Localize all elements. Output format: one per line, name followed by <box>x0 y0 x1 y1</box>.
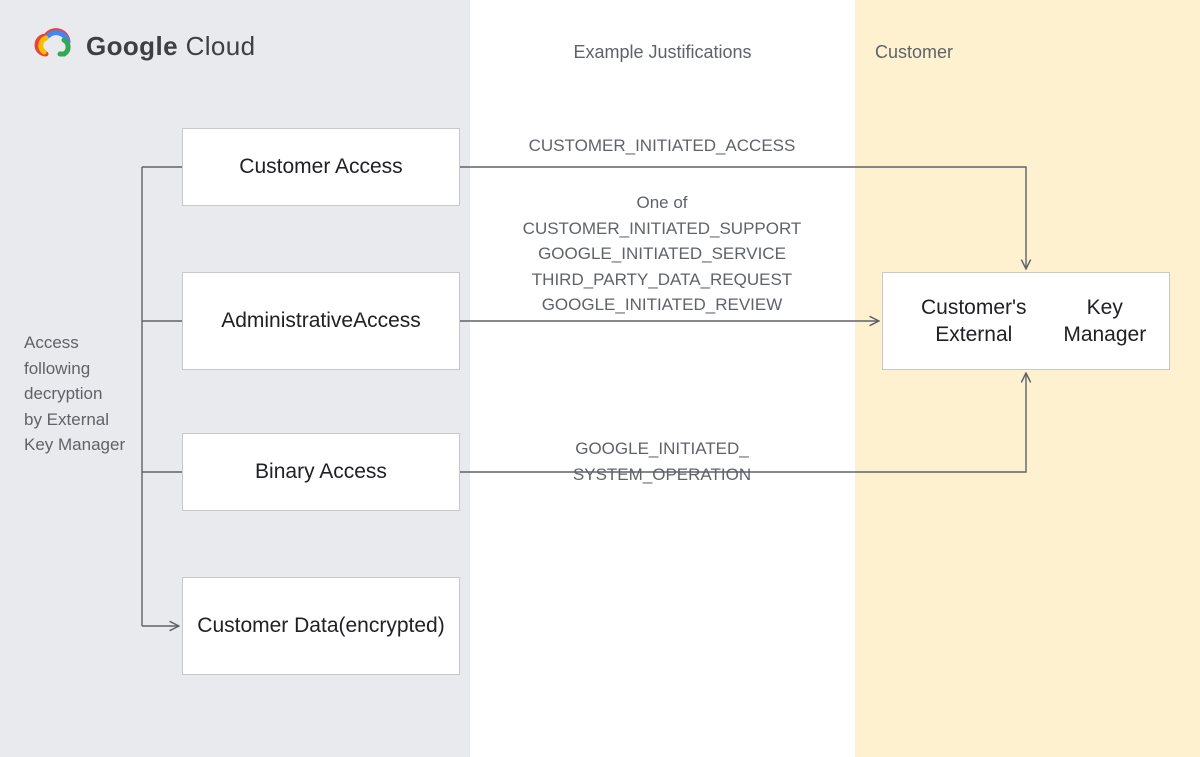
justification-admin-list: One of CUSTOMER_INITIATED_SUPPORT GOOGLE… <box>523 190 802 318</box>
cloud-logo-icon <box>34 28 74 65</box>
node-customer-data: Customer Data(encrypted) <box>182 577 460 675</box>
header-justifications: Example Justifications <box>470 42 855 63</box>
google-cloud-wordmark: Google Cloud <box>86 31 256 62</box>
decryption-side-label: Accessfollowingdecryptionby ExternalKey … <box>24 330 125 458</box>
region-justifications <box>470 0 855 757</box>
node-administrative-access: AdministrativeAccess <box>182 272 460 370</box>
region-customer <box>855 0 1200 757</box>
google-cloud-logo: Google Cloud <box>34 28 256 65</box>
header-customer: Customer <box>855 42 1200 63</box>
node-customer-access: Customer Access <box>182 128 460 206</box>
justification-customer-initiated-access: CUSTOMER_INITIATED_ACCESS <box>529 133 796 159</box>
node-binary-access: Binary Access <box>182 433 460 511</box>
node-external-key-manager: Customer's ExternalKey Manager <box>882 272 1170 370</box>
justification-system-operation: GOOGLE_INITIATED_ SYSTEM_OPERATION <box>573 436 751 487</box>
